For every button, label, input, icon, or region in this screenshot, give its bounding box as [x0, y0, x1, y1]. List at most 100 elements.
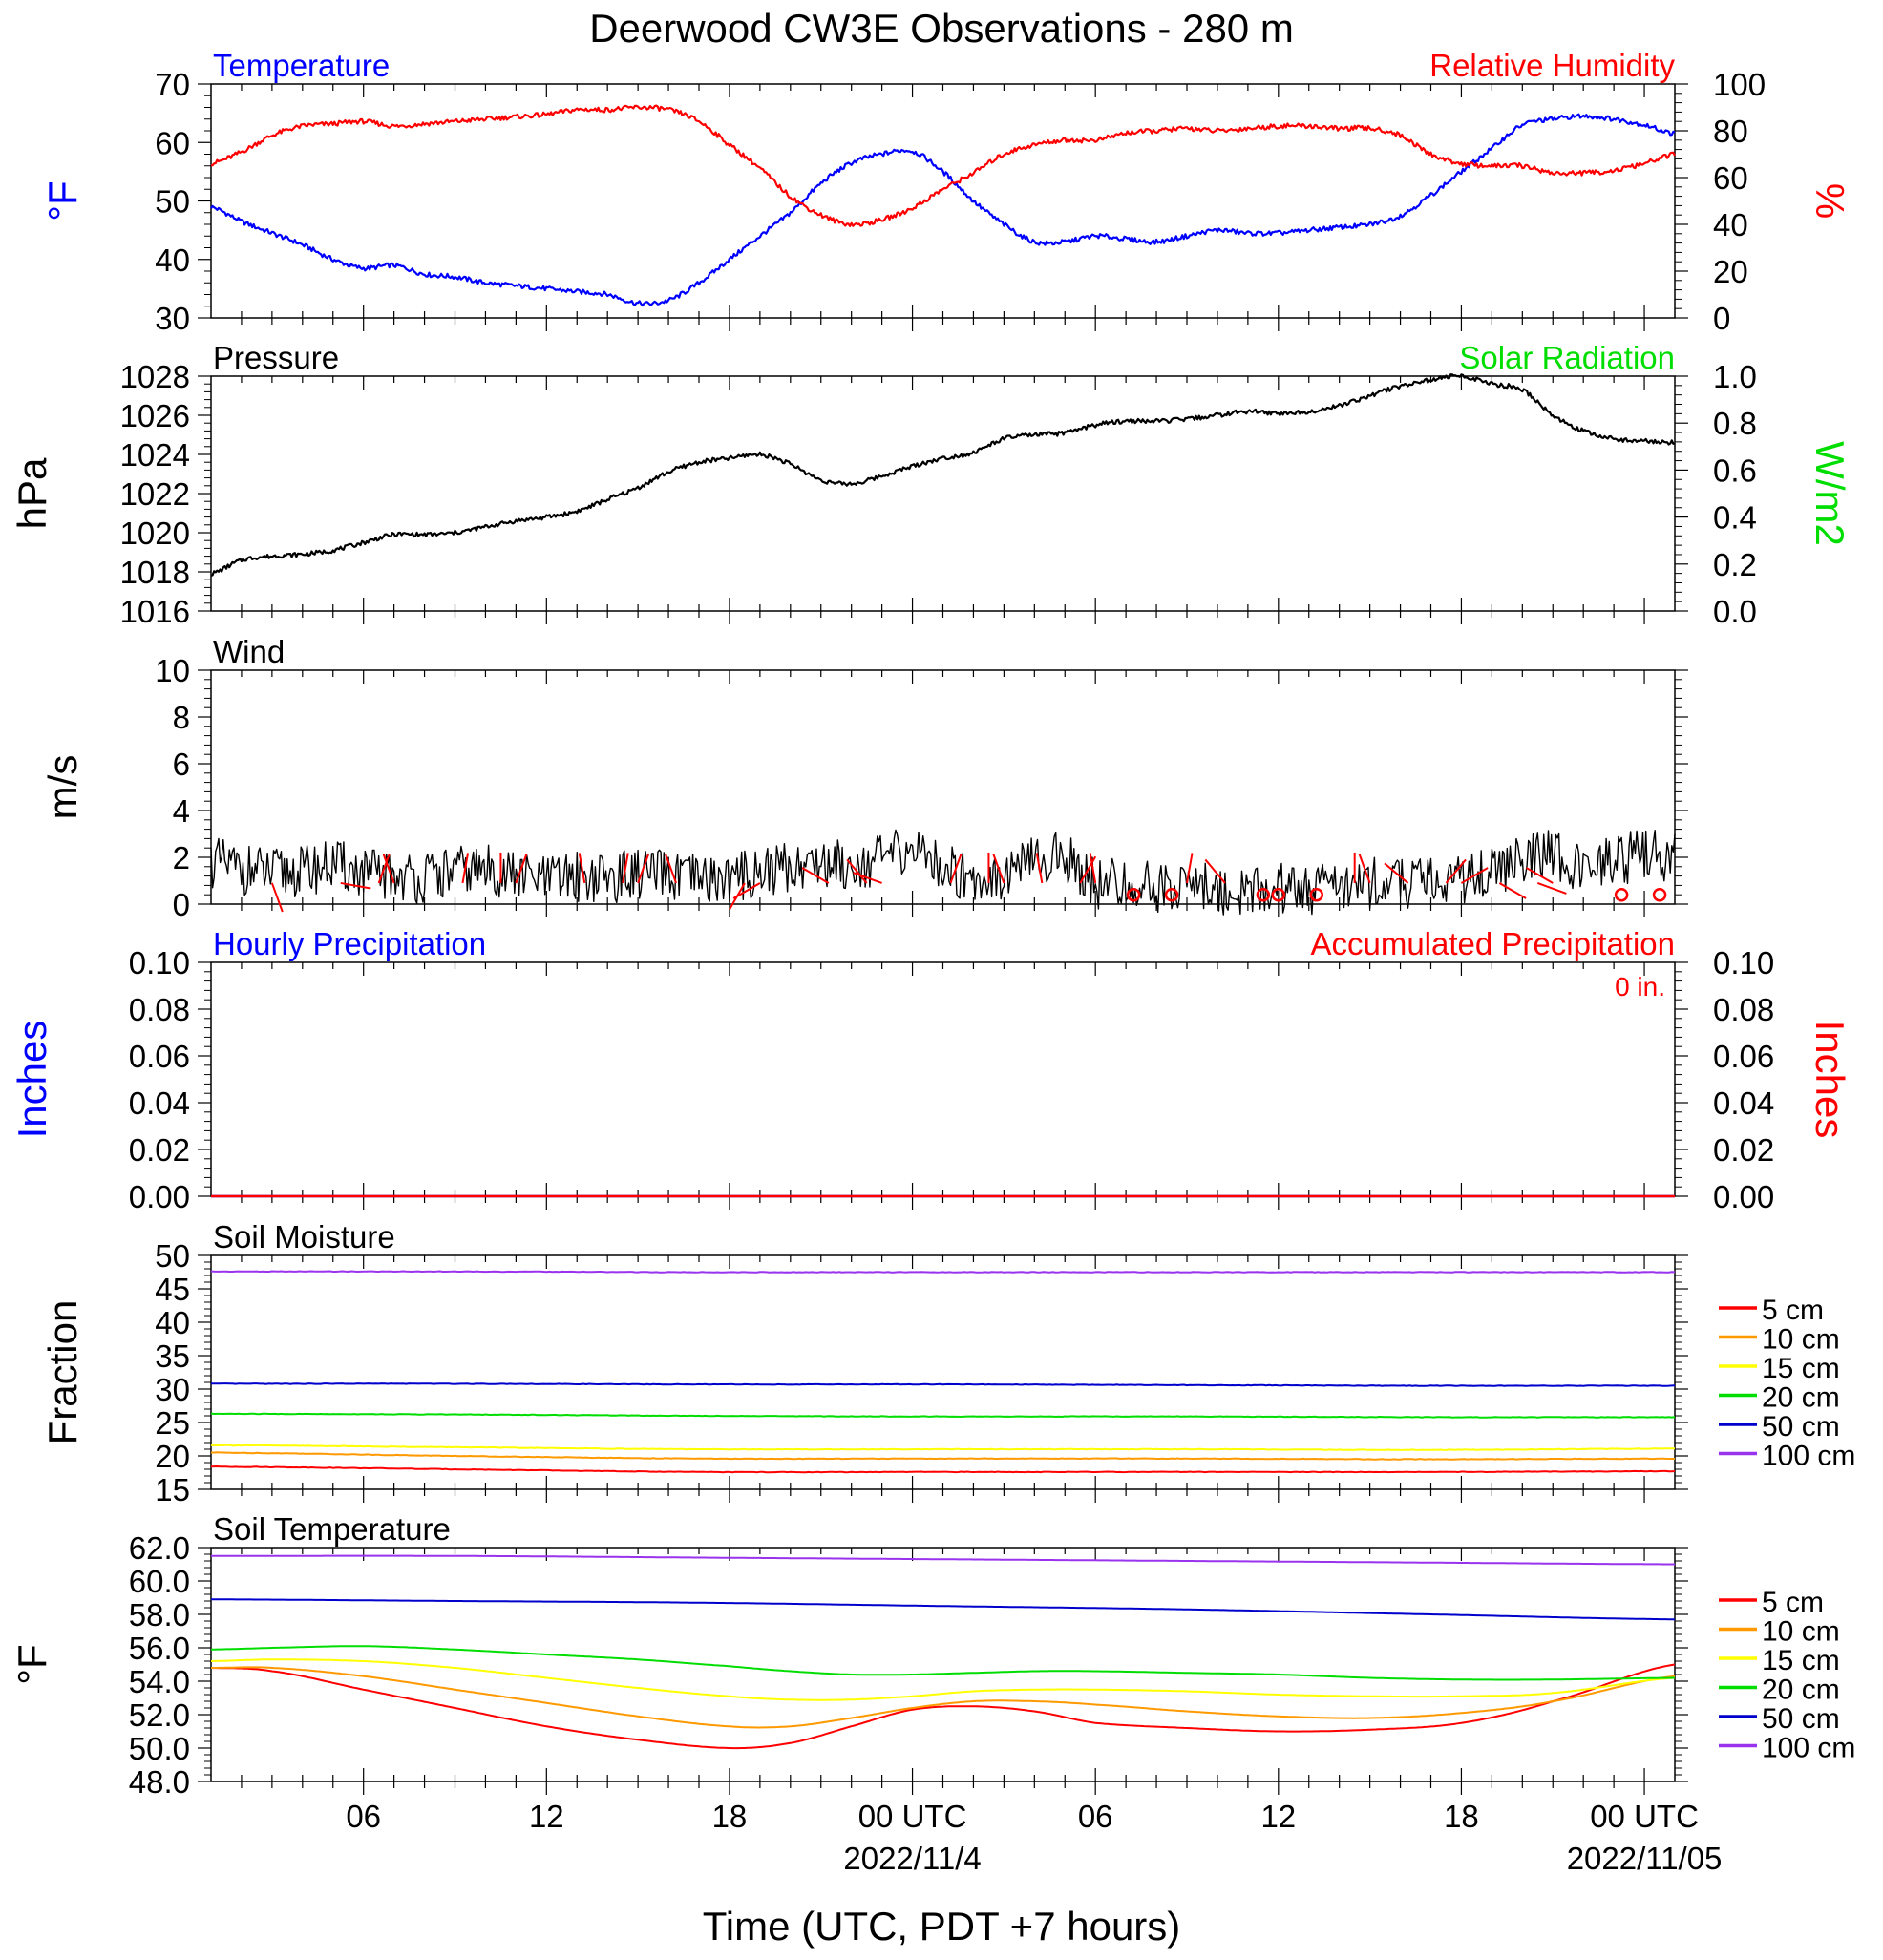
y-tick-label: 0.10 — [129, 945, 190, 980]
y-tick-label: 1024 — [120, 437, 190, 473]
plot-frame — [210, 961, 1676, 1197]
y-axis-label-right: W/m2 — [1808, 441, 1852, 546]
y-tick-label-right: 0.04 — [1713, 1085, 1774, 1121]
wind-calm-marker — [1271, 887, 1286, 902]
x-tick-label: 00 UTC — [1590, 1799, 1699, 1834]
legend-label: 20 cm — [1762, 1382, 1840, 1414]
series-line-100-cm — [210, 1270, 1676, 1274]
y-tick-label: 20 — [155, 1439, 190, 1474]
legend-label: 50 cm — [1762, 1703, 1840, 1735]
panel-title-left: Pressure — [213, 340, 339, 375]
wind-direction-stick — [1186, 853, 1194, 884]
panel-title-right: Solar Radiation — [1459, 340, 1675, 375]
x-tick-label: 06 — [346, 1799, 381, 1834]
series-line-pressure — [210, 373, 1676, 577]
panel-title-left: Temperature — [213, 48, 390, 83]
panel-wind: 10 8 6 4 2 0 Wind m/s — [40, 634, 1688, 922]
y-tick-label: 70 — [155, 67, 190, 102]
x-tick-label: 18 — [1444, 1799, 1479, 1834]
y-tick-label-right: 60 — [1713, 160, 1748, 196]
y-tick-label: 15 — [155, 1472, 190, 1507]
precip-total-label: 0 in. — [1615, 972, 1665, 1001]
y-axis-label-left: m/s — [40, 755, 85, 820]
y-tick-label: 1018 — [120, 555, 190, 590]
y-axis-label-right: % — [1808, 183, 1852, 219]
x-date-label: 2022/11/05 — [1567, 1841, 1723, 1876]
y-tick-label: 50 — [155, 184, 190, 220]
series-line-5-cm — [210, 1465, 1676, 1474]
wind-direction-stick — [377, 854, 391, 884]
y-tick-label: 2 — [173, 840, 190, 875]
y-tick-label-right: 0.02 — [1713, 1132, 1774, 1168]
wind-direction-stick — [732, 882, 761, 899]
y-tick-label-right: 0.0 — [1713, 594, 1757, 629]
y-tick-label: 48.0 — [129, 1764, 190, 1800]
legend-label: 10 cm — [1762, 1616, 1840, 1648]
wind-calm-marker — [1256, 887, 1271, 902]
y-tick-label-right: 0.4 — [1713, 500, 1757, 536]
wind-direction-stick — [637, 854, 650, 884]
y-tick-label: 0.00 — [129, 1179, 190, 1214]
series-line-10-cm — [211, 1451, 1675, 1461]
y-tick-label-right: 0 — [1713, 301, 1730, 336]
y-tick-label-right: 0.8 — [1713, 406, 1757, 441]
y-axis-label-left: Inches — [10, 1021, 54, 1139]
wind-direction-stick — [665, 854, 678, 884]
y-tick-label: 52.0 — [129, 1697, 190, 1733]
wind-direction-stick — [1536, 882, 1567, 895]
y-tick-label: 54.0 — [129, 1664, 190, 1699]
wind-direction-stick — [461, 853, 470, 884]
y-tick-label: 30 — [155, 301, 190, 336]
y-tick-label-right: 0.06 — [1713, 1039, 1774, 1074]
y-tick-label: 50.0 — [129, 1731, 190, 1766]
wind-direction-stick — [853, 872, 882, 884]
y-tick-label: 0.08 — [129, 992, 190, 1027]
panel-title-left: Hourly Precipitation — [213, 926, 486, 961]
y-tick-label-right: 0.00 — [1713, 1179, 1774, 1214]
series-line-100-cm — [210, 1554, 1675, 1566]
y-tick-label-right: 0.6 — [1713, 453, 1757, 488]
y-tick-label-right: 0.2 — [1713, 547, 1757, 582]
wind-direction-stick — [1384, 862, 1409, 884]
y-tick-label: 0.02 — [129, 1132, 190, 1168]
y-tick-label-right: 1.0 — [1713, 359, 1757, 394]
wind-direction-stick — [846, 858, 868, 884]
wind-direction-stick — [949, 854, 963, 884]
wind-direction-stick — [1204, 858, 1226, 884]
x-tick-label: 12 — [529, 1799, 564, 1834]
y-axis-label-left: °F — [40, 180, 85, 221]
wind-direction-stick — [1445, 858, 1467, 884]
panel-precipitation: 0.10 0.08 0.06 0.04 0.02 0.00 0.10 0.08 0.06 0.04… — [10, 926, 1852, 1214]
y-tick-label-right: 80 — [1713, 114, 1748, 149]
series-line-wind — [210, 829, 1676, 916]
panel-soil_temperature: 62.060.058.056.054.052.050.048.0 Soil Tem… — [10, 1511, 1855, 1800]
y-tick-label: 40 — [155, 1305, 190, 1340]
y-tick-label: 0 — [173, 887, 190, 922]
series-line-20-cm — [210, 1412, 1676, 1419]
legend-label: 100 cm — [1762, 1733, 1855, 1764]
x-date-label: 2022/11/4 — [843, 1841, 981, 1876]
wind-direction-stick — [1498, 882, 1527, 899]
y-axis-label-left: hPa — [10, 457, 54, 529]
wind-direction-stick — [515, 854, 528, 884]
wind-calm-marker — [1164, 887, 1179, 902]
legend-label: 50 cm — [1762, 1411, 1840, 1443]
y-tick-label: 10 — [155, 653, 190, 688]
y-tick-label: 30 — [155, 1372, 190, 1407]
plot-frame — [210, 83, 1676, 319]
x-axis-title: Time (UTC, PDT +7 hours) — [703, 1904, 1181, 1949]
wind-calm-marker — [1614, 887, 1629, 902]
y-tick-label-right: 0.08 — [1713, 992, 1774, 1027]
y-tick-label: 8 — [173, 700, 190, 735]
y-tick-label: 60 — [155, 125, 190, 160]
y-tick-label: 56.0 — [129, 1631, 190, 1666]
legend-label: 100 cm — [1762, 1441, 1855, 1472]
legend-label: 5 cm — [1762, 1295, 1824, 1326]
panel-title-right: Relative Humidity — [1429, 48, 1675, 83]
legend-label: 10 cm — [1762, 1324, 1840, 1356]
y-tick-label: 35 — [155, 1338, 190, 1374]
y-tick-label: 1022 — [120, 476, 190, 512]
